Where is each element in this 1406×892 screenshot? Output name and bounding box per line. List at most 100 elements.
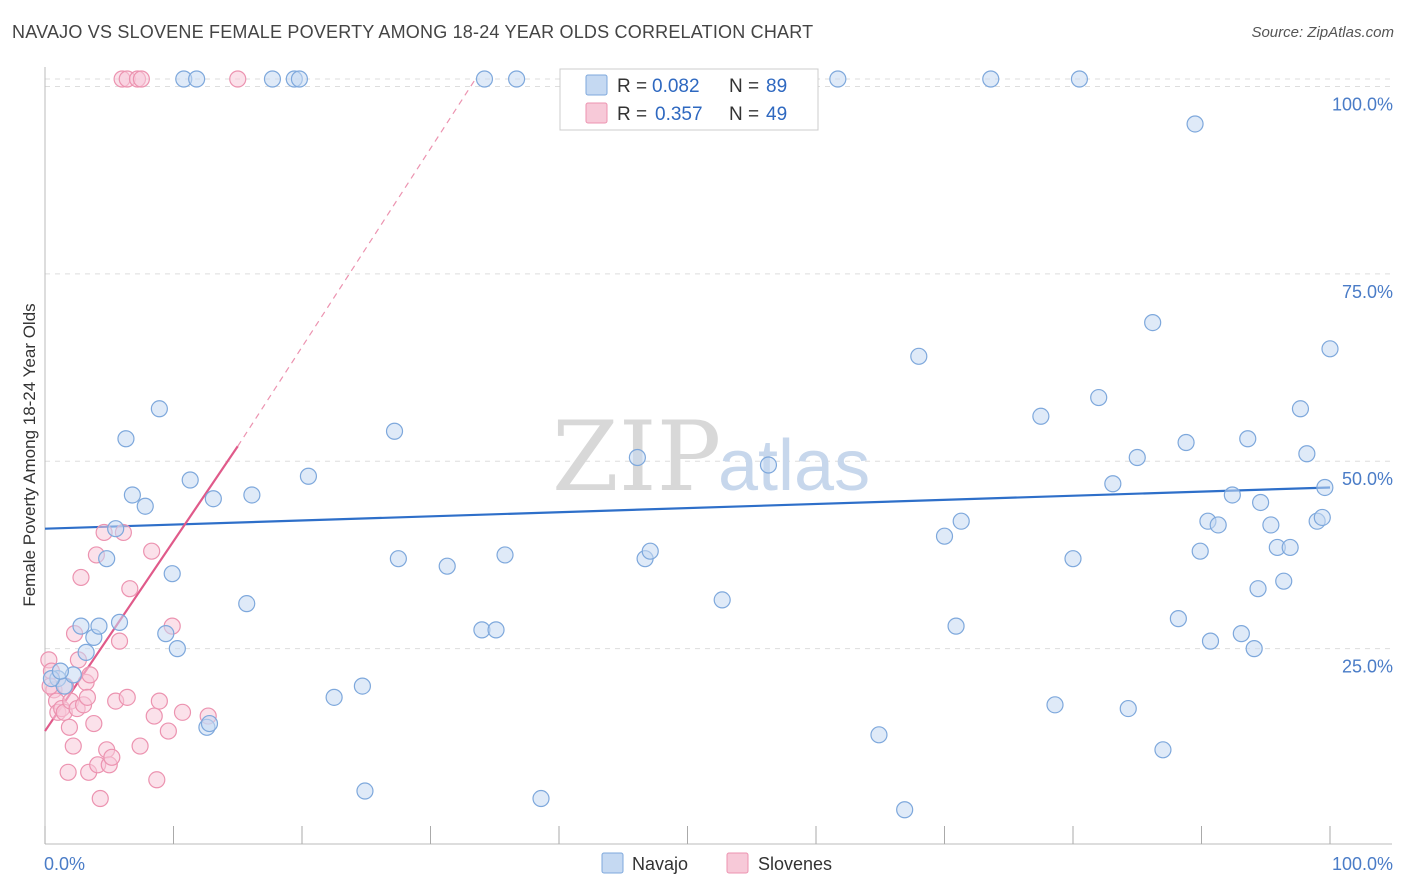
navajo-point — [90, 617, 108, 635]
chart-title: NAVAJO VS SLOVENE FEMALE POVERTY AMONG 1… — [12, 22, 814, 42]
navajo-point — [1232, 625, 1250, 643]
slovene-point — [118, 688, 136, 706]
navajo-point — [1104, 475, 1122, 493]
navajo-point — [628, 448, 646, 467]
y-tick-label: 100.0% — [1332, 94, 1393, 114]
slovene-point — [148, 771, 166, 789]
navajo-point — [910, 347, 928, 365]
legend-r-label: R = — [617, 104, 647, 125]
grid-lines — [45, 78, 1392, 650]
legend-n-label: N = — [729, 76, 759, 97]
slovene-point — [60, 718, 79, 736]
navajo-point — [150, 400, 168, 418]
navajo-point — [1281, 538, 1299, 557]
slovene-point — [173, 703, 192, 721]
slovene-point — [121, 580, 139, 598]
navajo-point — [136, 497, 154, 515]
navajo-point — [1298, 445, 1316, 463]
slovene-point — [85, 714, 103, 733]
slovene-point — [81, 666, 99, 684]
navajo-point — [713, 591, 731, 609]
navajo-point — [1275, 572, 1293, 590]
navajo-point — [1186, 115, 1204, 133]
navajo-point — [181, 471, 199, 489]
navajo-point — [1154, 741, 1172, 759]
navajo-point — [870, 726, 888, 744]
navajo-point — [438, 557, 456, 575]
slovene-points — [40, 70, 247, 808]
navajo-point — [325, 688, 343, 706]
navajo-point — [290, 70, 309, 88]
navajo-point — [1291, 400, 1310, 418]
y-tick-labels: 25.0% 50.0% 75.0% 100.0% — [1332, 94, 1393, 676]
navajo-point — [389, 550, 407, 568]
bottom-legend-swatch-slovene — [726, 852, 749, 874]
navajo-point — [896, 801, 914, 819]
y-tick-label: 75.0% — [1342, 282, 1393, 302]
legend-n-label: N = — [729, 104, 759, 125]
navajo-point — [1252, 493, 1270, 512]
navajo-point — [168, 640, 186, 658]
navajo-point — [1177, 433, 1195, 452]
legend-r-value-navajo: 0.082 — [652, 76, 700, 97]
navajo-point — [1239, 430, 1257, 448]
navajo-point — [487, 621, 505, 639]
navajo-point — [299, 467, 318, 485]
navajo-point — [163, 565, 181, 583]
slovene-trendline — [44, 445, 239, 732]
slovene-point — [78, 688, 97, 706]
slovene-point — [159, 722, 177, 740]
navajo-point — [1316, 478, 1334, 497]
navajo-point — [1262, 516, 1280, 534]
navajo-point — [1201, 632, 1220, 650]
navajo-points — [42, 70, 1339, 819]
navajo-point — [759, 456, 778, 474]
y-axis-label: Female Poverty Among 18-24 Year Olds — [20, 303, 39, 606]
navajo-point — [952, 512, 970, 530]
navajo-point — [1119, 699, 1137, 718]
navajo-point — [1245, 640, 1263, 658]
legend-r-value-slovene: 0.357 — [655, 104, 703, 125]
navajo-point — [935, 527, 954, 545]
navajo-point — [829, 70, 847, 88]
slovene-point — [59, 763, 77, 781]
slovene-point — [103, 748, 121, 766]
slovene-trendline-extension — [237, 78, 476, 447]
navajo-point — [641, 542, 659, 560]
slovene-point — [91, 789, 109, 808]
axes — [44, 67, 1392, 845]
navajo-point — [532, 789, 550, 808]
navajo-point — [204, 490, 222, 508]
navajo-point — [353, 677, 371, 695]
slovene-point — [132, 70, 150, 88]
bottom-legend-swatch-navajo — [601, 852, 624, 874]
source-label: Source: ZipAtlas.com — [1251, 24, 1394, 41]
navajo-point — [51, 662, 70, 680]
navajo-point — [243, 486, 261, 504]
bottom-legend-slovenes: Slovenes — [758, 854, 832, 874]
navajo-point — [1070, 70, 1089, 88]
navajo-point — [1144, 313, 1162, 332]
navajo-point — [496, 546, 514, 564]
y-tick-label: 25.0% — [1342, 657, 1393, 677]
slovene-point — [145, 707, 163, 725]
navajo-point — [188, 70, 206, 88]
slovene-point — [150, 692, 168, 710]
navajo-point — [1046, 696, 1064, 714]
navajo-point — [1090, 388, 1108, 407]
navajo-point — [1313, 508, 1331, 527]
x-tick-label-max: 100.0% — [1332, 854, 1393, 874]
legend-swatch-slovene — [585, 102, 608, 124]
navajo-point — [475, 70, 494, 88]
slovene-point — [64, 737, 82, 755]
navajo-point — [1321, 340, 1339, 358]
slovene-point — [131, 737, 149, 755]
navajo-trendline — [44, 486, 1331, 530]
navajo-point — [117, 430, 135, 448]
watermark-atlas: atlas — [718, 426, 870, 506]
navajo-point — [200, 714, 219, 733]
navajo-point — [72, 617, 90, 635]
navajo-point — [157, 625, 175, 643]
series-legend: Navajo Slovenes — [601, 852, 832, 874]
